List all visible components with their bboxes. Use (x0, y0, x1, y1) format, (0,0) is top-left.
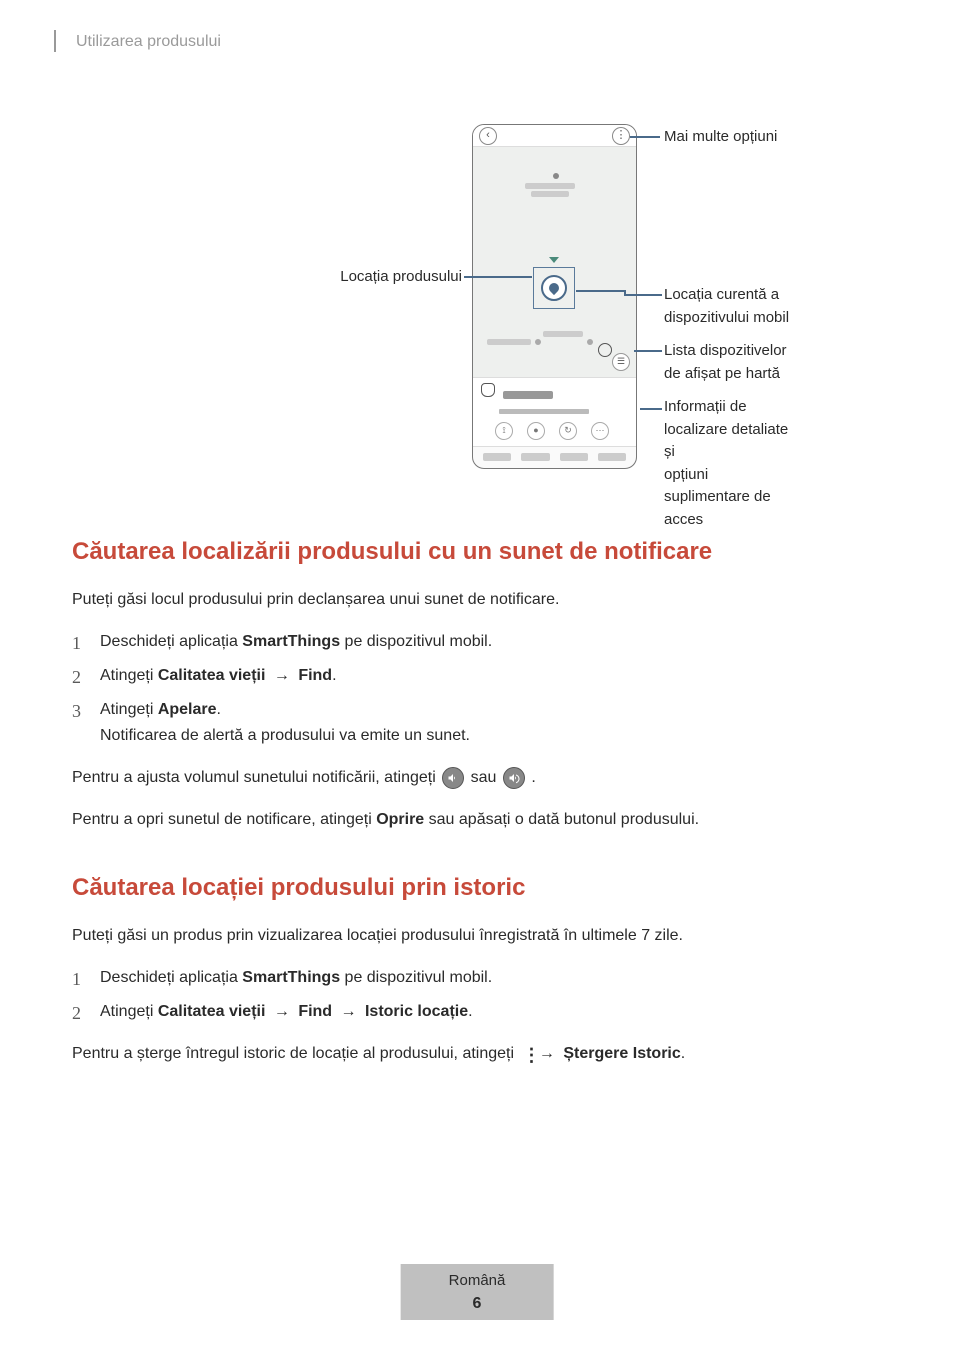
callout-mobile-location: Locația curentă a dispozitivului mobil (664, 284, 792, 329)
more-dots-icon (522, 1046, 526, 1062)
footer-page-number: 6 (449, 1292, 506, 1316)
footer-language: Română (449, 1270, 506, 1293)
phone-mockup: ‹ ⋮ ☰ (472, 124, 637, 469)
paragraph: Puteți găsi locul produsului prin declan… (72, 588, 882, 612)
more-icon[interactable]: ⋮ (612, 127, 630, 145)
callout-device-list: Lista dispozitivelor de afișat pe hartă (664, 340, 792, 385)
volume-low-icon (442, 767, 464, 789)
step-2: Atingeți Calitatea vieții → Find. (72, 664, 882, 688)
step-1: Deschideți aplicația SmartThings pe disp… (72, 630, 882, 654)
callout-detail-info: Informații de localizare detaliate și op… (664, 396, 792, 531)
step-1: Deschideți aplicația SmartThings pe disp… (72, 966, 882, 990)
figure: ‹ ⋮ ☰ (72, 124, 882, 484)
paragraph-delete-history: Pentru a șterge întregul istoric de loca… (72, 1042, 882, 1066)
paragraph-stop: Pentru a opri sunetul de notificare, ati… (72, 808, 882, 832)
nav-icon[interactable]: ⟟ (495, 422, 513, 440)
steps-list-1: Deschideți aplicația SmartThings pe disp… (72, 630, 882, 748)
map-area: ☰ (473, 147, 636, 377)
location-pin-icon (541, 275, 567, 301)
volume-high-icon (503, 767, 525, 789)
heading-history: Căutarea locației produsului prin istori… (72, 870, 882, 906)
steps-list-2: Deschideți aplicația SmartThings pe disp… (72, 966, 882, 1024)
info-card: ⟟ ● ↻ ⋯ (473, 377, 636, 447)
refresh-icon[interactable]: ↻ (559, 422, 577, 440)
step-3: Atingeți Apelare.Notificarea de alertă a… (72, 698, 882, 748)
callout-more-options: Mai multe opțiuni (664, 126, 777, 149)
paragraph-volume: Pentru a ajusta volumul sunetului notifi… (72, 766, 882, 790)
step-2: Atingeți Calitatea vieții → Find → Istor… (72, 1000, 882, 1024)
crosshair-icon[interactable] (598, 343, 612, 357)
ellipsis-icon[interactable]: ⋯ (591, 422, 609, 440)
paragraph: Puteți găsi un produs prin vizualizarea … (72, 924, 882, 948)
breadcrumb: Utilizarea produsului (72, 30, 882, 54)
heading-notification-sound: Căutarea localizării produsului cu un su… (72, 534, 882, 570)
pin-icon[interactable]: ● (527, 422, 545, 440)
page-footer: Română 6 (401, 1264, 554, 1321)
back-icon[interactable]: ‹ (479, 127, 497, 145)
list-icon[interactable]: ☰ (612, 353, 630, 371)
tag-icon (481, 383, 495, 397)
callout-product-location: Locația produsului (302, 266, 462, 289)
